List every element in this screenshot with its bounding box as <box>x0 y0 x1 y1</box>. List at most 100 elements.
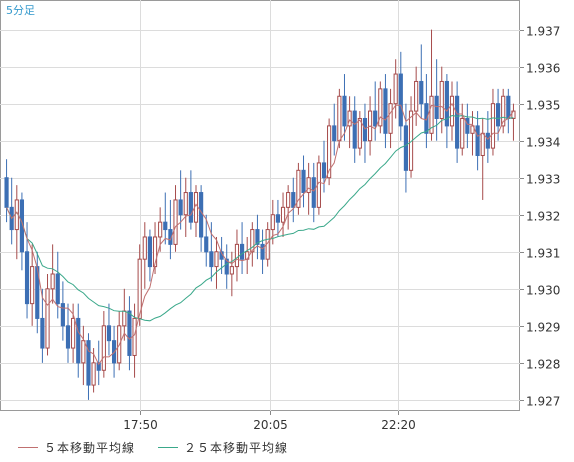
candle-body <box>383 88 388 134</box>
candle-body <box>434 95 439 119</box>
candle-body <box>163 221 168 231</box>
candle-body <box>76 317 81 364</box>
candle-body <box>362 117 368 142</box>
candle-body <box>306 177 311 194</box>
y-tick-label: 1.930 <box>526 284 560 298</box>
candle-body <box>393 73 398 105</box>
candle-body <box>357 117 362 149</box>
candle-body <box>465 117 470 134</box>
legend-label-ma25: ２５本移動平均線 <box>184 441 289 455</box>
ma5-line <box>6 102 514 366</box>
candle-body <box>214 251 219 268</box>
candle-body <box>60 303 65 327</box>
candle-body <box>229 266 234 275</box>
candle-body <box>209 251 214 268</box>
candle-body <box>45 288 50 349</box>
candle-body <box>337 95 342 142</box>
candle-body <box>127 310 132 356</box>
candle-body <box>444 80 449 127</box>
candle-body <box>332 125 337 142</box>
y-tick-label: 1.937 <box>526 25 560 39</box>
candle-body <box>490 103 496 149</box>
y-tick-label: 1.928 <box>526 358 560 372</box>
candle-body <box>439 80 444 119</box>
candle-body <box>321 162 327 179</box>
legend-label-ma5: ５本移動平均線 <box>44 441 136 455</box>
candle-body <box>485 132 490 149</box>
candle-body <box>373 110 378 127</box>
candle-body <box>65 325 71 349</box>
candle-body <box>158 221 163 238</box>
candle-body <box>480 132 485 157</box>
candlesticks <box>4 29 516 400</box>
x-tick-label: 20:05 <box>253 418 288 432</box>
candle-body <box>183 192 188 216</box>
candle-body <box>122 310 127 327</box>
candle-body <box>342 95 347 127</box>
candle-body <box>260 243 265 260</box>
candle-body <box>96 362 101 371</box>
x-tick-label: 22:20 <box>381 418 416 432</box>
candle-body <box>475 125 480 157</box>
candle-body <box>398 73 403 127</box>
candle-body <box>286 192 291 208</box>
candle-body <box>270 214 275 231</box>
candle-body <box>378 88 383 127</box>
candle-body <box>501 95 506 127</box>
candle-body <box>291 192 296 208</box>
candle-body <box>152 236 158 268</box>
candle-body <box>132 317 137 356</box>
candle-body <box>403 125 409 171</box>
candle-body <box>280 206 286 223</box>
candle-body <box>347 110 352 127</box>
legend-swatch-ma25 <box>158 447 178 448</box>
candle-body <box>311 177 316 208</box>
candle-body <box>301 169 306 194</box>
y-tick-label: 1.932 <box>526 210 560 224</box>
legend-item-ma25: ２５本移動平均線 <box>158 439 288 456</box>
candle-body <box>506 95 511 119</box>
ma25-line <box>6 114 514 322</box>
candle-body <box>388 103 393 134</box>
candle-body <box>470 125 475 134</box>
candle-body <box>419 80 424 105</box>
candle-body <box>275 214 281 223</box>
y-tick-label: 1.927 <box>526 395 560 409</box>
candle-body <box>81 340 86 364</box>
legend-item-ma5: ５本移動平均線 <box>18 439 135 456</box>
y-tick-label: 1.931 <box>526 247 560 261</box>
candle-body <box>449 95 455 127</box>
x-tick-label: 17:50 <box>123 418 158 432</box>
candle-body <box>239 243 245 260</box>
candle-body <box>414 80 419 112</box>
candle-body <box>188 192 193 223</box>
y-tick-label: 1.934 <box>526 136 560 150</box>
y-axis-ticks: 1.937 1.936 1.935 1.934 1.933 1.932 1.931 1.930… <box>520 25 560 409</box>
y-tick-label: 1.933 <box>526 173 560 187</box>
candle-body <box>147 236 153 268</box>
candle-body <box>24 251 30 305</box>
candle-body <box>55 273 60 305</box>
y-tick-label: 1.929 <box>526 321 560 335</box>
candle-body <box>106 325 112 342</box>
candle-body <box>178 199 183 216</box>
candle-body <box>429 95 434 134</box>
x-axis-ticks: 17:50 20:05 22:20 <box>123 411 416 432</box>
candle-body <box>255 229 260 245</box>
candle-body <box>352 110 357 149</box>
candle-body <box>91 362 96 386</box>
candle-body <box>327 125 332 179</box>
y-tick-label: 1.935 <box>526 99 560 113</box>
candle-body <box>30 266 35 305</box>
candle-body <box>460 117 465 149</box>
candle-body <box>40 317 45 349</box>
candle-body <box>173 199 178 245</box>
candle-body <box>4 177 9 208</box>
chart-title: 5分足 <box>6 4 35 17</box>
candle-body <box>50 273 55 290</box>
legend-swatch-ma5 <box>18 447 38 448</box>
candle-body <box>101 325 106 371</box>
candle-body <box>199 192 204 238</box>
candle-body <box>224 258 229 275</box>
